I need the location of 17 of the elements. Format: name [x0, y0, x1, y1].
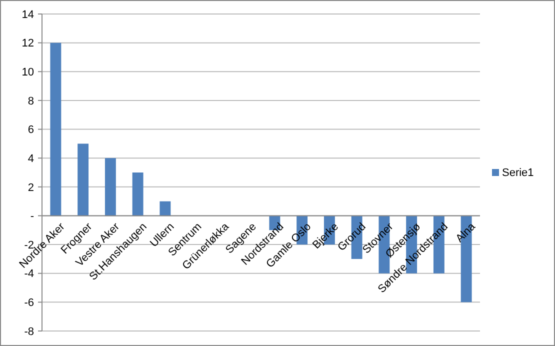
bar [78, 144, 89, 216]
y-tick-label: -4 [24, 268, 34, 280]
y-tick-label: 8 [28, 95, 34, 108]
y-tick-label: -6 [24, 297, 34, 310]
bar [50, 42, 62, 216]
y-tick-label: -8 [24, 326, 34, 338]
y-tick-label: 12 [22, 38, 34, 50]
y-tick-label: - [30, 210, 34, 223]
bar [160, 201, 171, 216]
bar [104, 158, 116, 216]
legend-label: Serie1 [502, 167, 534, 179]
y-tick-label: 10 [22, 66, 34, 78]
y-tick-label: 14 [22, 8, 34, 21]
bar [132, 172, 144, 216]
y-tick-label: 2 [28, 182, 34, 194]
y-tick-label: 4 [28, 152, 34, 165]
y-tick-label: 6 [28, 124, 34, 136]
